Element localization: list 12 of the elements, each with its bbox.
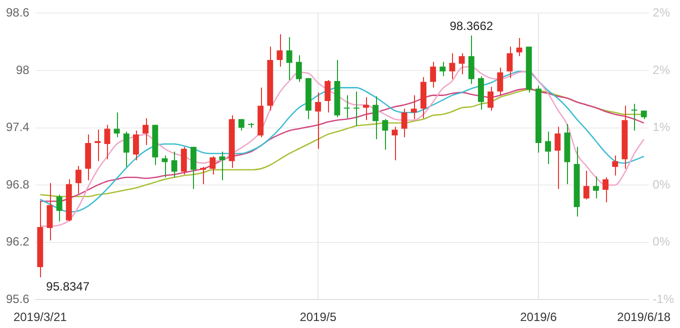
y-tick-label: 96.2 — [6, 234, 30, 249]
y-tick-label: 97.4 — [6, 120, 30, 134]
annotation: 95.8347 — [46, 280, 90, 294]
y-tick-label: 96.8 — [6, 177, 30, 192]
x-tick-label: 2019/3/21 — [13, 310, 68, 324]
x-tick-label: 2019/5 — [300, 310, 337, 324]
y-tick-label: 98 — [16, 62, 30, 77]
y-tick-label: 95.6 — [6, 292, 30, 306]
annotation: 98.3662 — [450, 18, 494, 33]
x-tick-label: 2019/6/18 — [617, 310, 671, 324]
y-tick-label: 98.6 — [6, 6, 30, 20]
x-tick-label: 2019/6 — [520, 310, 558, 324]
